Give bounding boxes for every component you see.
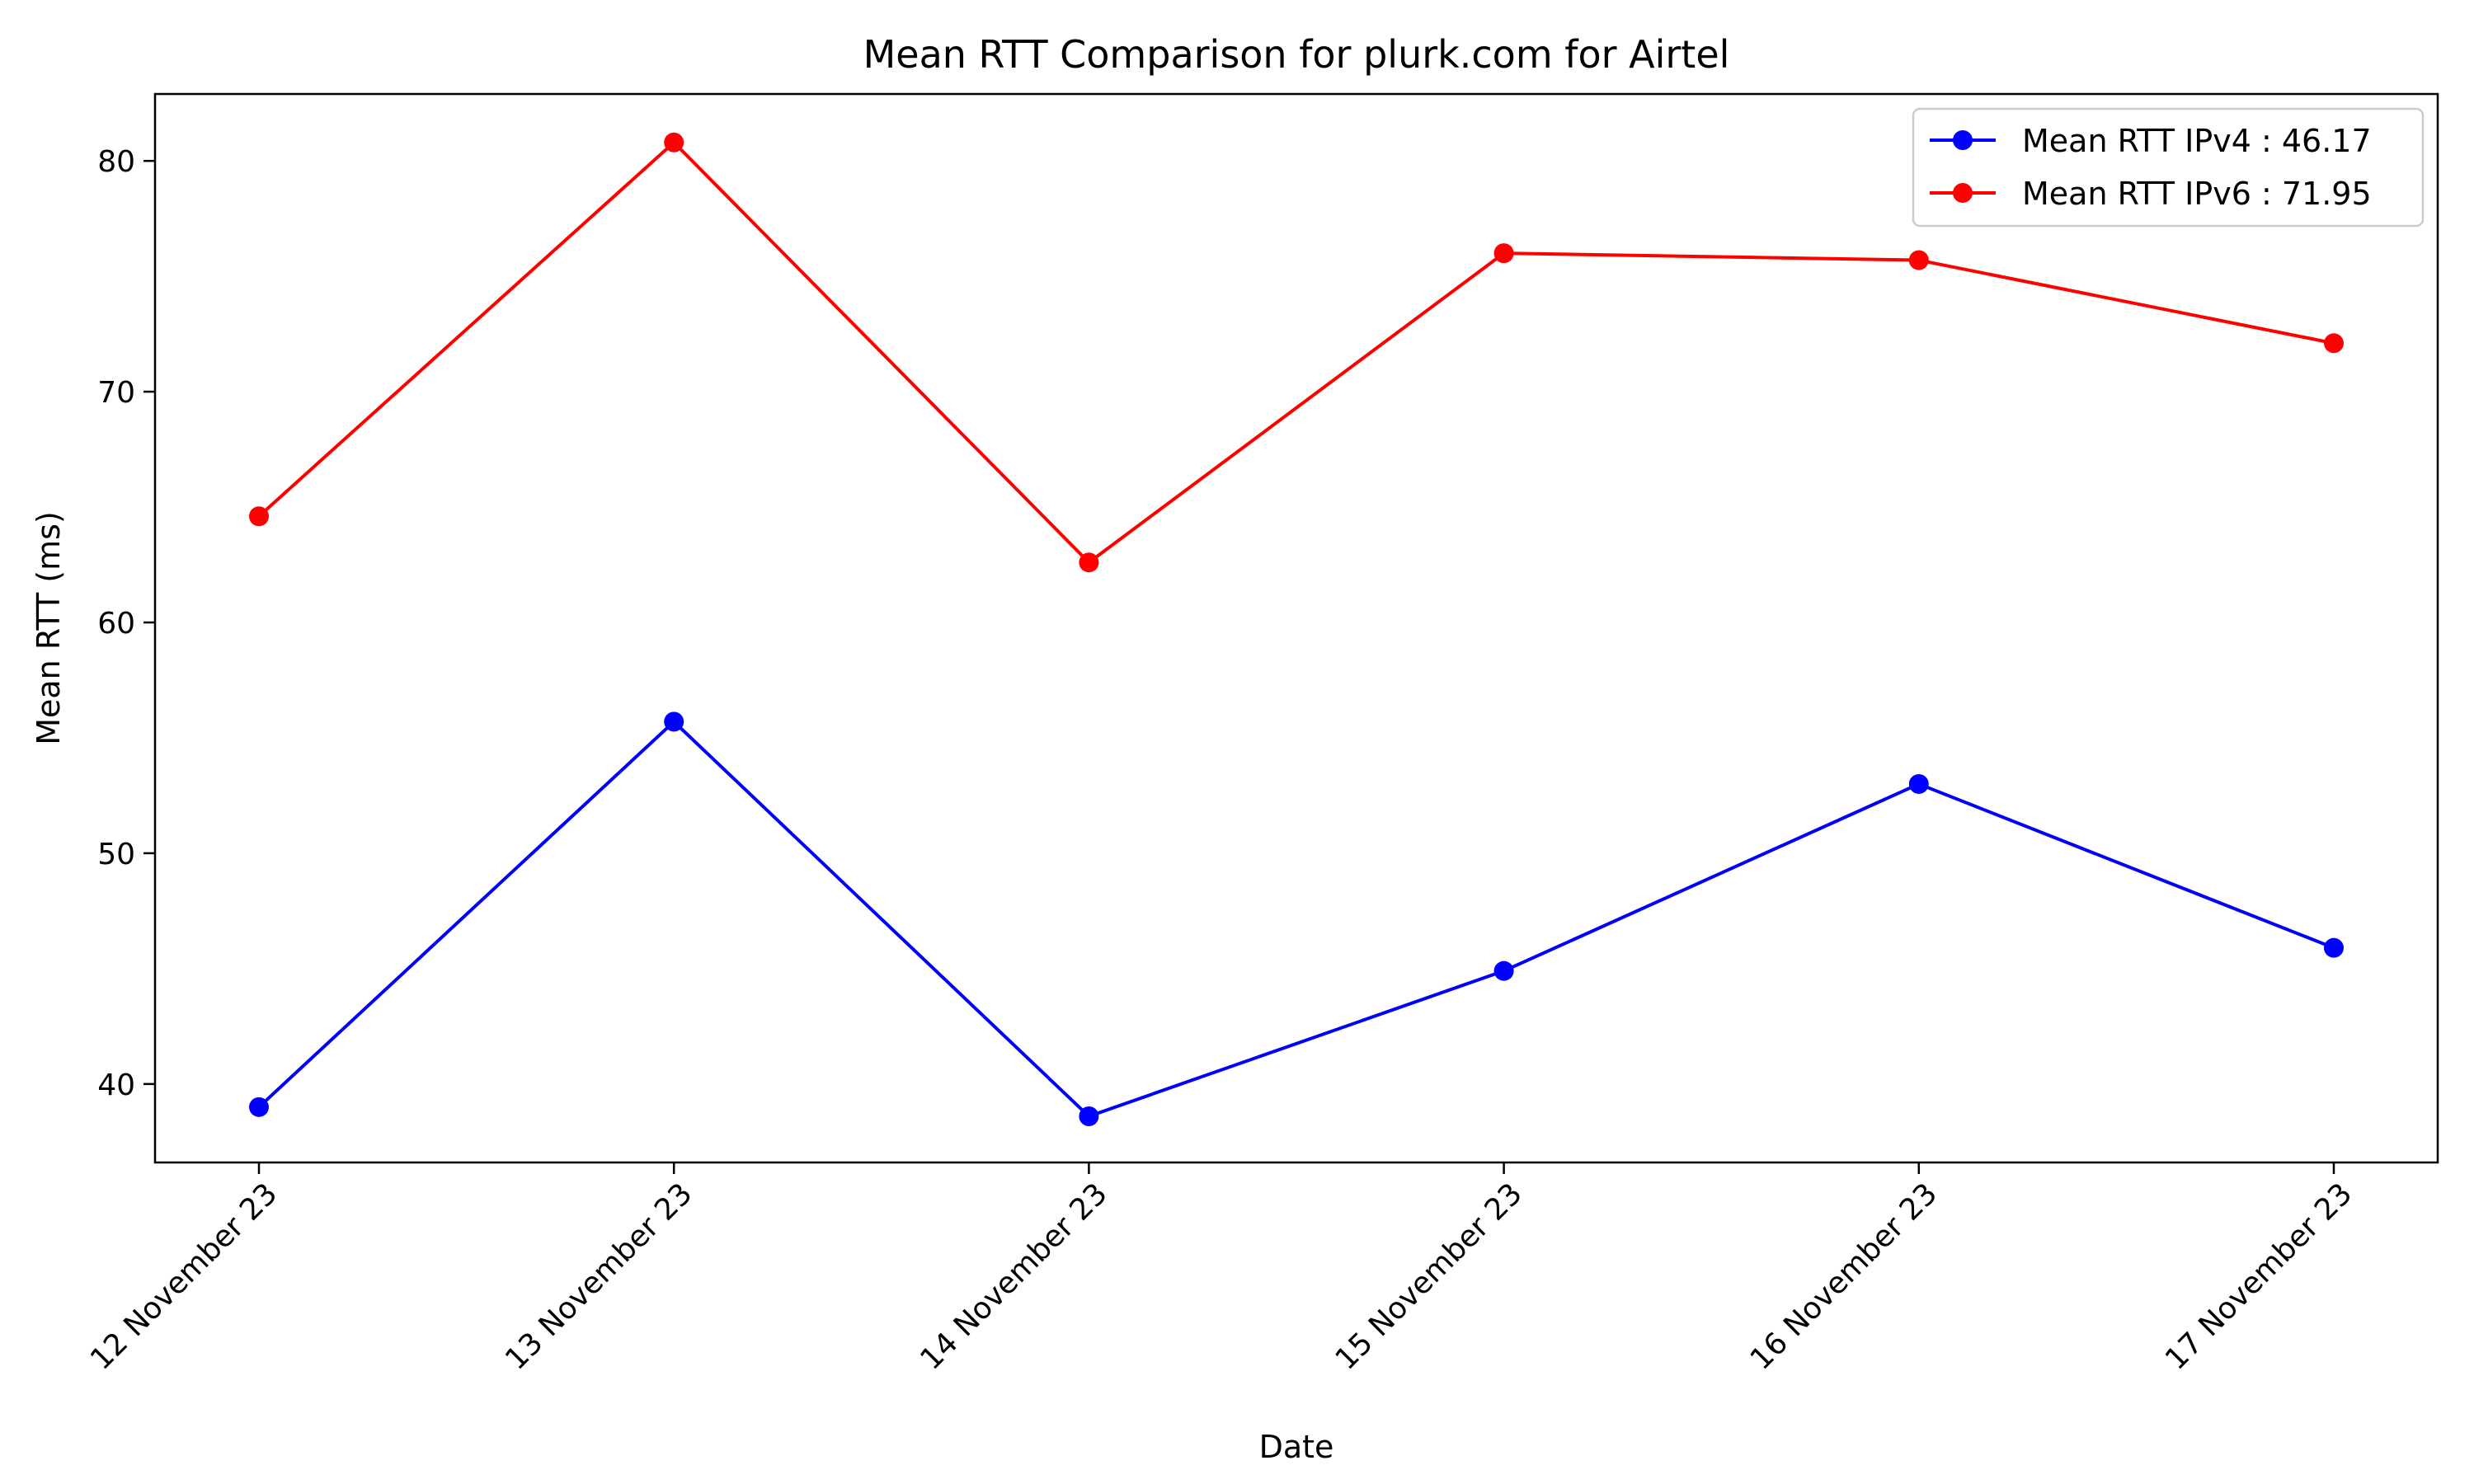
x-tick-label: 17 November 23: [2159, 1176, 2359, 1376]
y-tick-label: 40: [97, 1068, 135, 1102]
series-1-point: [2324, 937, 2344, 958]
x-tick-label: 15 November 23: [1329, 1176, 1529, 1376]
series-2-point: [249, 506, 269, 527]
x-tick-label: 14 November 23: [914, 1176, 1113, 1376]
series-1-point: [249, 1097, 269, 1117]
series-2-point: [664, 132, 684, 153]
legend-label: Mean RTT IPv6 : 71.95: [2022, 176, 2372, 212]
legend-swatch-marker: [1953, 183, 1973, 203]
chart-title: Mean RTT Comparison for plurk.com for Ai…: [863, 32, 1730, 77]
series-2-point: [1493, 243, 1514, 264]
legend-label: Mean RTT IPv4 : 46.17: [2022, 123, 2372, 159]
x-tick-label: 16 November 23: [1744, 1176, 1944, 1376]
legend: Mean RTT IPv4 : 46.17 Mean RTT IPv6 : 71.…: [1912, 107, 2425, 228]
legend-swatch-marker: [1953, 130, 1973, 150]
series-2-point: [1079, 552, 1099, 573]
y-tick-label: 60: [97, 607, 135, 641]
y-tick-label: 80: [97, 145, 135, 179]
series-1-point: [664, 711, 684, 732]
series-markers: [249, 132, 2344, 1127]
series-1-point: [1493, 960, 1514, 981]
series-line-2: [257, 140, 2335, 565]
x-axis-label: Date: [1259, 1429, 1334, 1465]
series-lines: [257, 140, 2335, 1119]
legend-box: [1912, 107, 2425, 228]
y-axis-label: Mean RTT (ms): [31, 511, 67, 745]
series-1-point: [1079, 1106, 1099, 1127]
series-line-1: [257, 720, 2335, 1119]
series-1-point: [1908, 773, 1929, 794]
plot-area-frame: [153, 92, 2439, 1164]
y-axis: 40 50 60 70 80: [97, 145, 155, 1102]
series-2-point: [2324, 333, 2344, 354]
x-tick-label: 12 November 23: [84, 1176, 284, 1376]
y-tick-label: 70: [97, 376, 135, 410]
y-tick-label: 50: [97, 838, 135, 871]
series-2-point: [1908, 250, 1929, 270]
x-axis: 12 November 23 13 November 23 14 November …: [84, 1162, 2359, 1377]
x-tick-label: 13 November 23: [499, 1176, 698, 1376]
